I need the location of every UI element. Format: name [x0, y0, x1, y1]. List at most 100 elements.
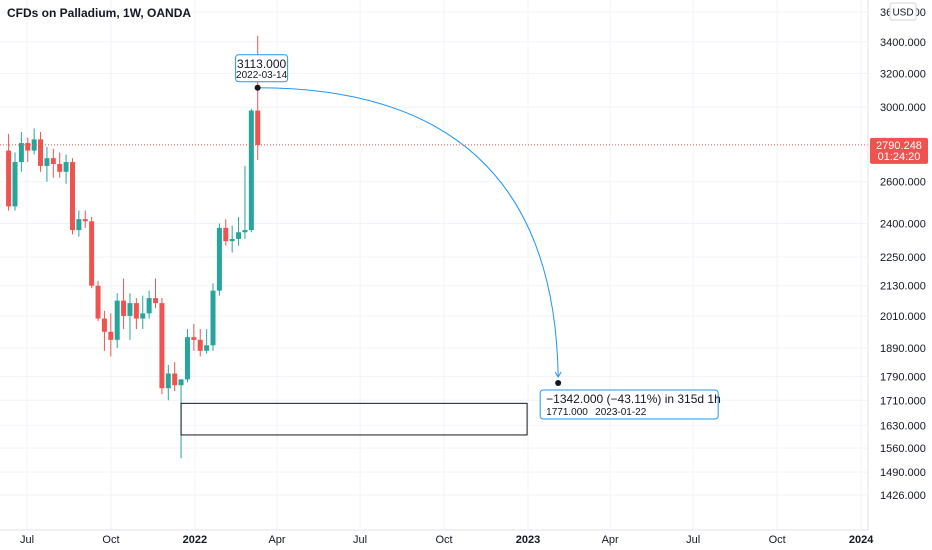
- candle-body: [127, 303, 133, 316]
- candle-body: [248, 110, 254, 231]
- x-tick-label: 2022: [183, 534, 207, 546]
- candle-body: [178, 379, 184, 386]
- candle-body: [216, 227, 222, 291]
- candles: [6, 35, 261, 459]
- projection-arrow-head: [554, 371, 562, 378]
- grid: [0, 0, 868, 530]
- candle: [242, 165, 248, 239]
- candle-body: [12, 162, 18, 207]
- candle-body: [229, 238, 235, 242]
- candle: [210, 283, 216, 351]
- y-tick-label: 2600.000: [880, 177, 926, 189]
- candle: [76, 210, 82, 237]
- candle: [44, 146, 50, 182]
- candle-body: [236, 232, 242, 239]
- candle-body: [210, 290, 216, 346]
- x-tick-label: Jul: [353, 534, 367, 546]
- candle-body: [6, 150, 12, 207]
- candle: [89, 216, 95, 289]
- low-label-price: 1771.000: [546, 407, 588, 418]
- candle-body: [50, 158, 56, 164]
- candle-body: [114, 300, 120, 340]
- high-label-price: 3113.000: [237, 57, 286, 71]
- currency-badge[interactable]: USD: [889, 2, 917, 21]
- y-tick-label: 3000.000: [880, 102, 926, 114]
- candle-body: [133, 303, 139, 319]
- candle-body: [38, 139, 44, 166]
- candle-body: [18, 143, 24, 163]
- x-tick-label: Oct: [435, 534, 452, 546]
- high-label-date: 2022-03-14: [236, 70, 288, 81]
- high-label-box: [235, 54, 289, 83]
- candle: [165, 364, 171, 401]
- candle-body: [159, 303, 165, 389]
- candle-body: [63, 162, 69, 172]
- candle: [197, 329, 203, 357]
- y-tick-label: 1790.000: [880, 371, 926, 383]
- candle: [184, 329, 190, 383]
- candle-body: [184, 337, 190, 380]
- y-tick-label: 2130.000: [880, 281, 926, 293]
- candle-body: [255, 110, 261, 145]
- y-tick-label: 1490.000: [880, 467, 926, 479]
- candle-body: [172, 373, 178, 386]
- end-point-dot: [555, 379, 562, 386]
- x-tick-label: Oct: [769, 534, 786, 546]
- candle: [191, 323, 197, 351]
- candle: [146, 290, 152, 319]
- candle-body: [89, 221, 95, 286]
- y-tick-label: 1426.000: [880, 490, 926, 502]
- candle: [121, 278, 127, 330]
- candle-body: [140, 313, 146, 319]
- current-price-value: 2790.248: [876, 140, 922, 152]
- candle-body: [191, 337, 197, 340]
- y-tick-label: 1710.000: [880, 395, 926, 407]
- candle-body: [165, 373, 171, 389]
- candle-body: [44, 158, 50, 166]
- current-price-countdown: 01:24:20: [878, 151, 921, 163]
- y-tick-label: 3200.000: [880, 68, 926, 80]
- y-tick-label: 1560.000: [880, 443, 926, 455]
- candle-body: [197, 339, 203, 351]
- x-tick-label: Jul: [686, 534, 700, 546]
- time-axis[interactable]: Jul Oct 2022 Apr Jul Oct 2023 Apr Jul Oct 2024: [20, 534, 874, 546]
- candle-body: [69, 162, 75, 231]
- start-point-dot: [254, 84, 261, 91]
- current-price-tag: [870, 137, 928, 164]
- candle: [82, 210, 88, 228]
- range-rectangle: [180, 402, 528, 436]
- price-axis[interactable]: 3600.0003400.0003200.0003000.0002600.000…: [880, 7, 926, 502]
- candle-body: [223, 227, 229, 242]
- candle: [159, 298, 165, 395]
- candle: [248, 108, 254, 233]
- candle: [63, 154, 69, 184]
- x-tick-label: Oct: [102, 534, 119, 546]
- candle: [229, 225, 235, 253]
- candle: [6, 133, 12, 211]
- candle-body: [57, 163, 63, 172]
- candle: [114, 293, 120, 349]
- candle: [216, 223, 222, 296]
- candle: [204, 329, 210, 354]
- x-tick-label: Apr: [268, 534, 285, 546]
- candle: [50, 148, 56, 178]
- x-tick-label: 2024: [849, 534, 874, 546]
- candle-body: [101, 318, 107, 332]
- candle-body: [153, 298, 159, 304]
- candle: [31, 128, 37, 155]
- low-label-change: −1342.000 (−43.11%) in 315d 1h: [546, 392, 721, 406]
- x-tick-label: 2023: [516, 534, 540, 546]
- candle: [12, 152, 18, 211]
- y-tick-label: 3400.000: [880, 37, 926, 49]
- candle: [140, 295, 146, 330]
- currency-badge-box: [889, 2, 917, 21]
- low-label-box: [539, 389, 719, 420]
- candle: [153, 278, 159, 309]
- candle: [133, 298, 139, 330]
- currency-label: USD: [892, 8, 913, 19]
